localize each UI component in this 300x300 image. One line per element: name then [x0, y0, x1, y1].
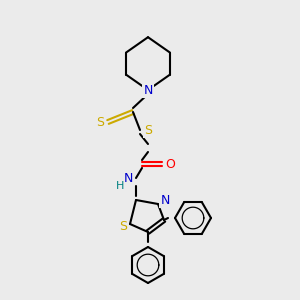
Text: N: N [160, 194, 170, 206]
Text: S: S [119, 220, 127, 233]
Text: S: S [96, 116, 104, 128]
Text: H: H [116, 181, 124, 191]
Text: N: N [143, 83, 153, 97]
Text: S: S [144, 124, 152, 136]
Text: N: N [123, 172, 133, 185]
Text: O: O [165, 158, 175, 170]
